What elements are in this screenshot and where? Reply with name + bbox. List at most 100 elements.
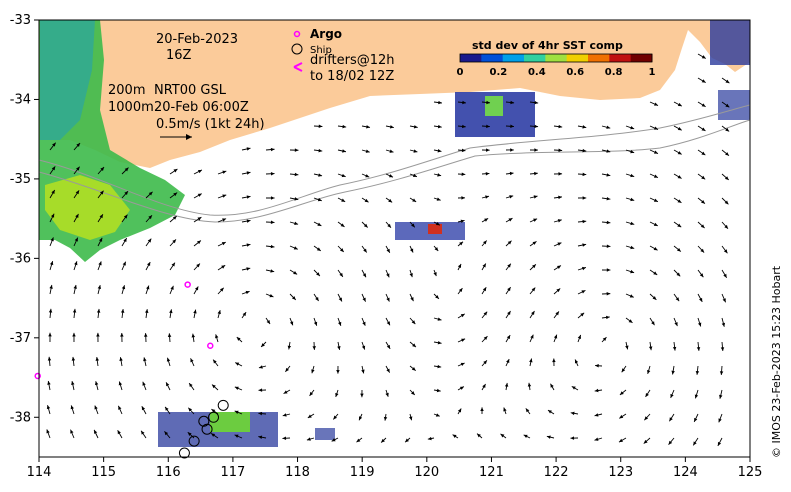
current-arrow-head [246, 147, 251, 151]
current-arrow-head [434, 247, 439, 251]
sst-patch-2b [428, 224, 442, 234]
current-arrow-head [717, 441, 722, 446]
current-arrow-head [606, 173, 611, 177]
current-arrow-head [74, 261, 78, 266]
current-arrow-head [75, 213, 79, 218]
current-arrow-head [318, 124, 323, 129]
current-arrow-head [340, 223, 345, 227]
current-arrow-head [581, 290, 586, 294]
current-arrow-head [701, 175, 706, 180]
current-arrow-head [211, 384, 216, 389]
current-arrow-head [534, 100, 539, 105]
current-arrow-head [724, 224, 729, 229]
current-arrow-head [527, 382, 532, 387]
current-arrow-head [164, 431, 169, 436]
current-arrow-head [435, 222, 440, 226]
current-arrow-head [94, 429, 98, 434]
drifter-legend-icon [293, 62, 303, 72]
current-arrow-head [507, 263, 511, 268]
contour-200m [38, 104, 751, 216]
current-arrow-head [582, 125, 587, 129]
current-arrow-head [172, 216, 177, 220]
current-arrow-head [411, 320, 416, 325]
current-arrow-head [719, 371, 724, 375]
current-arrow-head [410, 391, 415, 395]
colorbar-segment [588, 54, 610, 62]
current-arrow-head [120, 332, 124, 337]
current-arrow-head [547, 410, 552, 414]
current-arrow-head [700, 248, 705, 253]
current-arrow-head [534, 124, 539, 129]
current-arrow-head [121, 285, 126, 290]
current-arrow-head [337, 346, 341, 350]
current-arrow-head [191, 333, 196, 338]
current-arrow-head [724, 176, 729, 180]
current-arrow-head [234, 434, 239, 438]
current-arrow-head [381, 438, 385, 443]
current-arrow-head [552, 358, 556, 363]
current-arrow-head [49, 284, 53, 289]
current-arrow-head [557, 242, 562, 246]
current-arrow-head [197, 169, 202, 174]
current-arrow-head [435, 295, 439, 299]
current-arrow-head [123, 238, 127, 243]
current-arrow-head [483, 240, 487, 245]
current-arrow-head [725, 103, 730, 108]
colorbar-segment [502, 54, 525, 62]
current-arrow-head [312, 346, 316, 350]
current-arrow-head [363, 248, 367, 253]
current-arrow-head [283, 390, 288, 394]
current-arrow-head [362, 273, 366, 278]
current-arrow-head [461, 338, 466, 342]
current-arrow-head [118, 381, 123, 386]
current-arrow-head [648, 346, 653, 351]
current-arrow-head [696, 347, 701, 351]
current-arrow-head [676, 247, 681, 252]
current-arrow-head [483, 336, 488, 341]
current-arrow-head [721, 322, 726, 327]
current-arrow-head [606, 220, 611, 225]
current-arrow-head [577, 334, 582, 339]
current-arrow-head [318, 148, 323, 153]
colorbar-title: std dev of 4hr SST comp [472, 39, 623, 52]
current-arrow-head [144, 333, 148, 337]
current-arrow-head [341, 173, 346, 178]
current-arrow-head [701, 103, 706, 107]
current-arrow-head [189, 383, 193, 388]
current-arrow-head [386, 248, 390, 253]
current-arrow-head [480, 407, 484, 412]
current-arrow-head [461, 196, 466, 200]
current-arrow-head [356, 438, 361, 443]
current-arrow-head [582, 172, 587, 177]
current-arrow-head [221, 242, 226, 246]
current-arrow-head [236, 337, 241, 341]
current-arrow-head [307, 414, 312, 418]
current-arrow-head [166, 382, 170, 387]
current-arrow-head [294, 197, 299, 201]
current-arrow-head [457, 408, 462, 413]
current-arrow-head [411, 223, 415, 228]
current-arrow-head [148, 191, 153, 196]
current-arrow-head [242, 312, 247, 317]
current-arrow-head [594, 413, 599, 417]
current-arrow-head [76, 166, 80, 171]
colorbar-segment [609, 54, 632, 62]
argo-legend-icon [293, 30, 301, 38]
current-arrow-head [459, 241, 464, 246]
current-arrow-head [477, 433, 481, 438]
current-arrow-head [606, 149, 611, 153]
current-arrow-head [582, 196, 587, 200]
current-arrow-head [317, 197, 322, 202]
current-arrow-head [525, 408, 530, 413]
current-arrow-head [234, 410, 239, 414]
current-arrow-head [94, 405, 98, 410]
current-arrow-head [671, 370, 675, 375]
current-arrow-head [582, 243, 587, 247]
current-arrow-head [628, 319, 633, 323]
argo-legend-label: Argo [310, 27, 342, 41]
current-arrow-head [653, 271, 658, 275]
current-arrow-head [245, 290, 250, 295]
current-arrow-head [669, 417, 673, 422]
current-arrow-head [142, 381, 146, 386]
current-arrow-head [222, 170, 227, 174]
